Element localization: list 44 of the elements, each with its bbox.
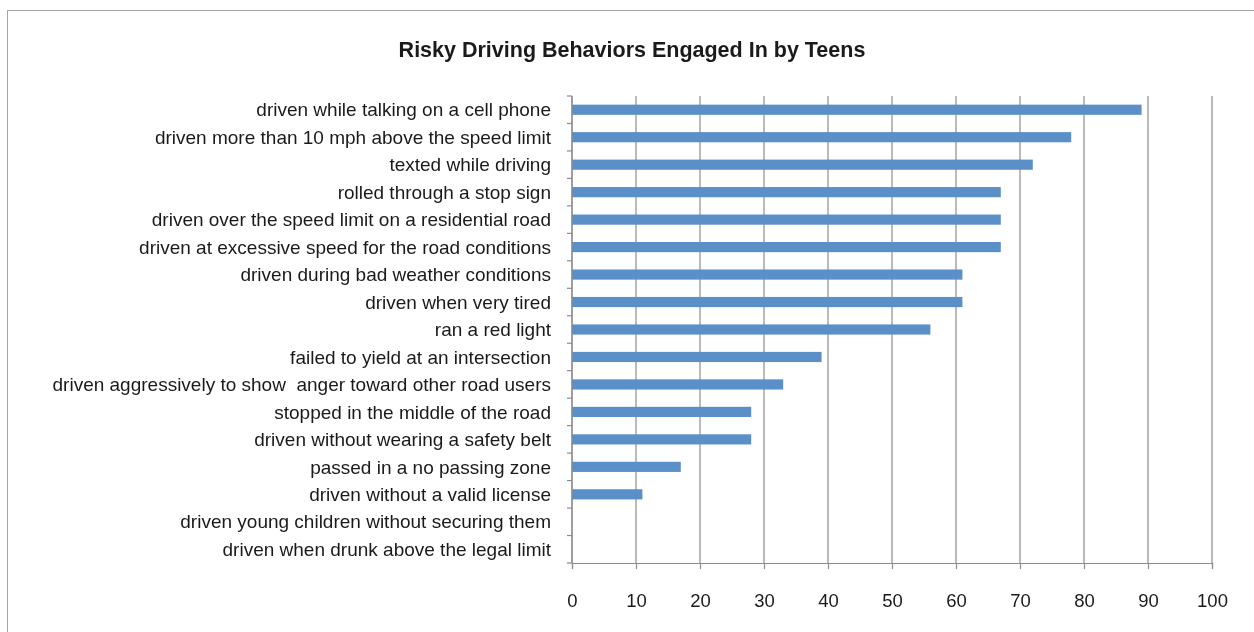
y-tick-label: rolled through a stop sign [337,181,551,203]
y-tick-label: stopped in the middle of the road [274,401,551,423]
y-tick-label: driven over the speed limit on a residential road [151,209,551,231]
y-tick-label: driven young children without securing them [180,511,551,533]
x-tick-label: 100 [1197,590,1228,612]
x-tick-label: 50 [882,590,903,612]
bar [572,187,1001,198]
y-tick-label: driven during bad weather conditions [240,264,551,286]
bar [572,351,822,363]
x-tick-label: 90 [1138,590,1159,612]
x-tick-label: 30 [754,590,775,612]
y-tick-label: driven while talking on a cell phone [256,99,551,121]
x-tick-label: 40 [818,590,839,612]
bar [572,242,1001,253]
bar [572,324,931,335]
x-tick-label: 0 [567,590,578,612]
y-tick-label: driven when very tired [365,291,551,313]
y-tick-label: driven without wearing a safety belt [254,429,552,451]
y-tick-label: ran a red light [434,319,552,341]
y-tick-label: driven at excessive speed for the road conditions [139,236,551,258]
y-tick-label: driven more than 10 mph above the speed limit [154,126,552,148]
x-tick-label: 10 [626,590,647,612]
y-tick-label: texted while driving [389,154,551,176]
bar [572,434,752,445]
bar [572,104,1142,115]
x-tick-label: 20 [690,590,711,612]
y-tick-label: failed to yield at an intersection [290,346,551,368]
y-tick-label: driven when drunk above the legal limit [222,538,552,560]
bar [572,159,1033,170]
bar [572,489,643,500]
bar [572,379,784,390]
bar [572,296,963,308]
y-tick-label: passed in a no passing zone [310,456,551,478]
bar [572,269,963,280]
bar [572,406,752,417]
chart-title: Risky Driving Behaviors Engaged In by Teens [398,38,866,62]
bar [572,461,681,472]
y-tick-label: driven without a valid license [309,483,551,505]
bar [572,132,1072,143]
x-tick-label: 80 [1074,590,1095,612]
y-tick-label: driven aggressively to show anger toward other road users [52,374,551,396]
x-tick-label: 60 [946,590,967,612]
bar [572,214,1001,225]
x-tick-label: 70 [1010,590,1031,612]
